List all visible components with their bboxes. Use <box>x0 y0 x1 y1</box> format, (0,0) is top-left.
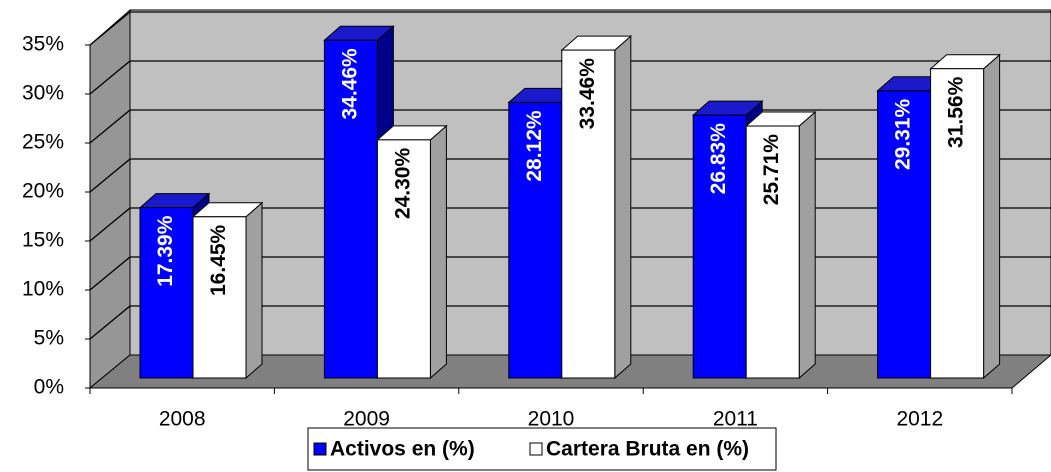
y-tick-label: 0% <box>34 376 64 399</box>
bar-front <box>877 90 932 379</box>
y-tick-label: 5% <box>34 327 64 350</box>
legend: Activos en (%) Cartera Bruta en (%) <box>307 427 777 471</box>
bar-side <box>798 110 816 380</box>
data-label: 26.83% <box>707 123 730 195</box>
data-label: 28.12% <box>523 110 546 182</box>
data-label: 33.46% <box>576 58 599 130</box>
x-tick-label: 2012 <box>896 408 943 431</box>
x-tick-label: 2009 <box>343 408 390 431</box>
data-label: 17.39% <box>154 215 177 287</box>
legend-label: Activos en (%) <box>330 438 475 461</box>
bar-side <box>245 201 263 380</box>
bar-front <box>139 207 194 379</box>
y-tick-label: 20% <box>22 180 64 203</box>
data-label: 25.71% <box>760 134 783 206</box>
legend-label: Cartera Bruta en (%) <box>546 438 749 461</box>
bar <box>376 124 448 380</box>
bar-front <box>930 68 985 379</box>
grid-line <box>89 11 1051 46</box>
bar-front <box>745 125 800 379</box>
y-tick-label: 25% <box>22 131 64 154</box>
y-tick-label: 35% <box>22 33 64 56</box>
bar-front <box>376 139 431 379</box>
bar-side <box>614 34 632 380</box>
legend-swatch <box>313 442 327 456</box>
bar-front <box>692 114 747 379</box>
bar-side <box>429 124 447 380</box>
bar-side <box>983 53 1001 380</box>
x-tick-label: 2011 <box>713 408 758 431</box>
y-tick-label: 30% <box>22 82 64 105</box>
bar <box>191 201 264 380</box>
bar-front <box>561 49 616 379</box>
legend-swatch <box>529 442 543 456</box>
x-tick-label: 2010 <box>528 408 575 431</box>
data-label: 34.46% <box>338 48 361 120</box>
data-label: 16.45% <box>207 224 230 296</box>
bar <box>744 110 817 380</box>
bar-front <box>192 216 247 379</box>
y-tick-label: 10% <box>22 278 64 301</box>
bar-front <box>323 39 378 379</box>
data-label: 31.56% <box>945 76 968 148</box>
y-tick-label: 15% <box>22 229 64 252</box>
bar <box>929 53 1001 380</box>
data-label: 29.31% <box>892 98 915 170</box>
bar <box>560 34 633 380</box>
bar-front <box>508 101 563 379</box>
x-tick-label: 2008 <box>159 408 206 431</box>
data-label: 24.30% <box>391 148 414 220</box>
grid-line <box>89 60 1051 95</box>
